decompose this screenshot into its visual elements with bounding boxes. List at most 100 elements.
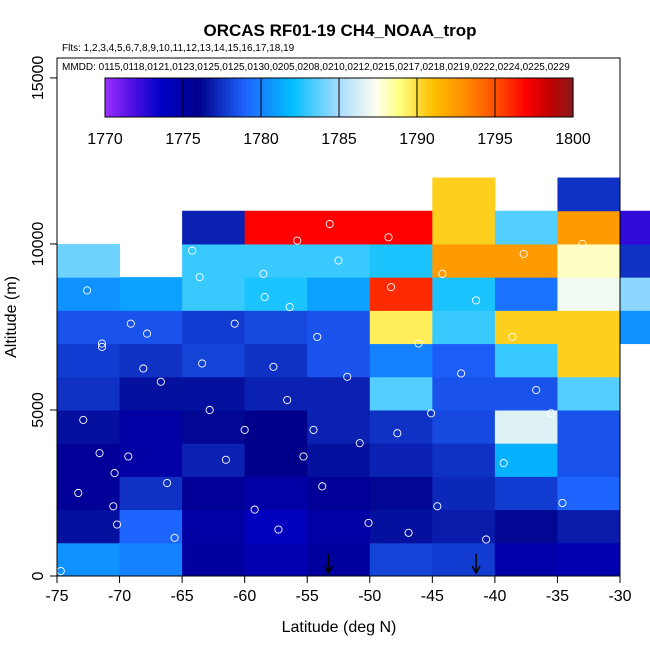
heatmap-cell <box>307 509 371 544</box>
colorbar-segment <box>202 78 207 117</box>
colorbar-segment <box>479 78 484 117</box>
sample-point <box>499 459 508 468</box>
colorbar-segment <box>261 78 266 117</box>
colorbar-segment <box>420 78 426 117</box>
heatmap-cell <box>307 210 371 245</box>
sample-point <box>371 183 381 192</box>
heatmap-cell <box>557 277 621 311</box>
heatmap-cell <box>369 343 433 378</box>
sample-point <box>578 239 587 248</box>
sample-point <box>82 286 92 295</box>
colorbar-segment <box>459 78 465 117</box>
colorbar-segment <box>561 78 566 117</box>
colorbar-segment <box>112 78 118 117</box>
heatmap-cell <box>57 376 121 411</box>
heatmap-cell <box>182 542 246 577</box>
sample-point <box>532 386 541 395</box>
colorbar-segment <box>284 78 289 117</box>
sample-point <box>404 528 413 537</box>
heatmap-cell <box>57 310 121 345</box>
colorbar-segment <box>378 78 383 117</box>
colorbar-tick-label: 1785 <box>321 131 357 148</box>
colorbar-segment <box>183 78 188 117</box>
sample-point <box>240 425 249 434</box>
heatmap-cell <box>369 476 433 511</box>
heatmap-cell <box>494 277 558 311</box>
heatmap-cell <box>182 376 246 411</box>
colorbar-segment <box>346 78 352 117</box>
colorbar-segment <box>557 78 562 117</box>
heatmap-cell <box>432 277 496 311</box>
heatmap-cell <box>369 210 433 245</box>
colorbar-segment <box>331 78 336 117</box>
heatmap-cell <box>494 476 558 511</box>
sample-point <box>269 362 278 371</box>
heatmap-cell <box>244 343 308 378</box>
colorbar-segment <box>358 78 363 117</box>
heatmap-cell <box>244 310 308 345</box>
heatmap-cell <box>432 310 496 345</box>
heatmap-cell <box>244 409 308 444</box>
x-tick-label: -50 <box>358 588 381 605</box>
colorbar-segment <box>553 78 558 117</box>
heatmap-cell <box>557 343 621 378</box>
colorbar-segment <box>116 78 122 117</box>
colorbar-segment <box>292 78 297 117</box>
sample-point <box>309 425 318 434</box>
sample-point <box>259 269 268 278</box>
colorbar-segment <box>362 78 367 117</box>
colorbar-segment <box>537 78 543 117</box>
heatmap-cell <box>119 376 183 411</box>
heatmap-cell <box>369 443 433 477</box>
heatmap-cell <box>307 376 371 411</box>
heatmap-cell <box>369 542 433 577</box>
heatmap-cell <box>182 476 246 511</box>
colorbar-segment <box>491 78 496 117</box>
heatmap-cell <box>57 476 121 511</box>
colorbar-segment <box>534 78 539 117</box>
heatmap-cell <box>119 277 183 311</box>
colorbar-segment <box>366 78 371 117</box>
colorbar-segment <box>311 78 317 117</box>
colorbar-segment <box>495 78 500 117</box>
colorbar-segment <box>327 78 332 117</box>
sample-point <box>299 452 308 461</box>
colorbar-segment <box>253 78 258 117</box>
colorbar-segment <box>448 78 453 117</box>
colorbar-segment <box>339 78 344 117</box>
sample-point <box>508 332 517 341</box>
plot-frame <box>56 57 621 577</box>
colorbar-segment <box>120 78 126 117</box>
colorbar-segment <box>225 78 231 117</box>
sample-point <box>198 359 207 368</box>
colorbar-segment <box>389 78 395 117</box>
sample-point <box>343 372 352 381</box>
heatmap-cell <box>557 243 621 278</box>
x-tick-label: -60 <box>233 588 256 605</box>
x-axis: -75 -70 -65 -60 -55 -50 -45 -40 -35 -30 <box>45 576 632 605</box>
sample-point <box>195 273 204 282</box>
colorbar-ticks: 1770 1775 1780 1785 1790 1795 1800 <box>87 78 591 148</box>
colorbar-segment <box>144 78 149 117</box>
sample-point <box>318 482 327 491</box>
colorbar-segment <box>335 78 340 117</box>
colorbar-segment <box>163 78 168 117</box>
sample-point <box>109 502 118 511</box>
heatmap-cell <box>119 343 183 378</box>
sample-point <box>126 319 135 328</box>
heatmap-cell <box>557 476 621 511</box>
sample-point <box>414 339 423 348</box>
heatmap-cell <box>307 243 371 278</box>
colorbar-segment <box>565 78 570 117</box>
colorbar-tick-label: 1770 <box>87 131 123 148</box>
sample-point <box>110 469 119 478</box>
heatmap-cell <box>557 542 621 577</box>
heatmap-cell <box>620 310 650 345</box>
heatmap-cell <box>57 542 121 577</box>
heatmap-cell <box>244 542 308 577</box>
heatmap-cell <box>557 409 621 444</box>
colorbar-segment <box>280 78 285 117</box>
colorbar-segment <box>175 78 180 117</box>
colorbar-segment <box>510 78 516 117</box>
colorbar-tick-label: 1800 <box>555 131 591 148</box>
